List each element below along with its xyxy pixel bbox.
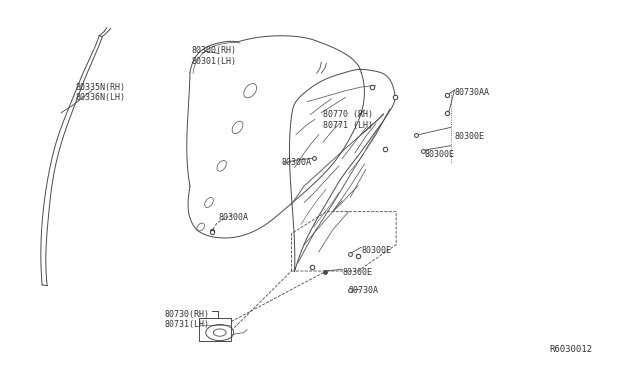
Text: 80730(RH)
80731(LH): 80730(RH) 80731(LH) [164, 310, 209, 330]
Text: 80300(RH)
80301(LH): 80300(RH) 80301(LH) [192, 46, 237, 65]
Text: 80300E: 80300E [361, 246, 391, 254]
Text: 80730A: 80730A [349, 286, 378, 295]
Text: 80300E: 80300E [342, 267, 372, 277]
Text: 80300A: 80300A [282, 158, 312, 167]
Text: R6030012: R6030012 [550, 344, 593, 353]
Text: 80300A: 80300A [218, 213, 248, 222]
Text: 80300E: 80300E [425, 150, 454, 159]
Text: 80300E: 80300E [454, 132, 484, 141]
Text: 80770 (RH)
80771 (LH): 80770 (RH) 80771 (LH) [323, 110, 373, 130]
Text: 80335N(RH)
80336N(LH): 80335N(RH) 80336N(LH) [76, 83, 125, 102]
Text: 80730AA: 80730AA [454, 88, 490, 97]
